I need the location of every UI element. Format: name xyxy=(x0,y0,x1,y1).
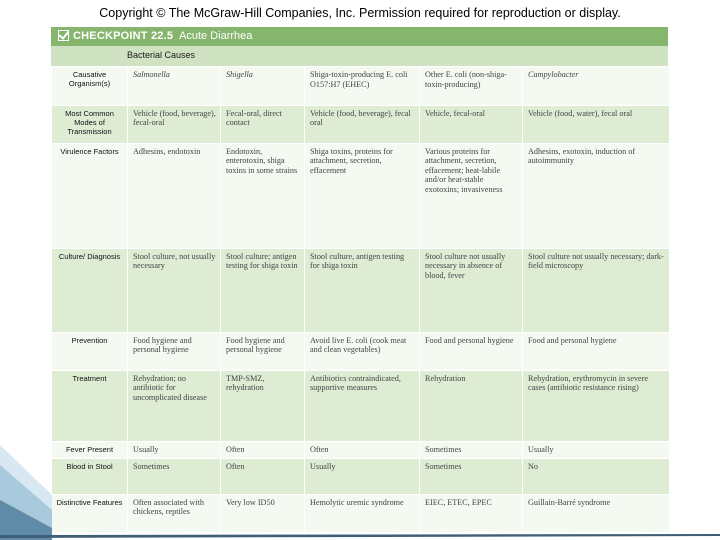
row-label: Most Common Modes of Transmission xyxy=(51,105,128,144)
table-row: Treatment Rehydration; no antibiotic for… xyxy=(51,370,669,442)
table-row: Blood in Stool Sometimes Often Usually S… xyxy=(51,458,669,495)
table-cell: Endotoxin, enterotoxin, shiga toxins in … xyxy=(220,143,305,249)
table-cell: TMP-SMZ, rehydration xyxy=(220,370,305,442)
table-cell: Antibiotics contraindicated, supportive … xyxy=(304,370,420,442)
table-cell: Vehicle (food, beverage), fecal-oral xyxy=(127,105,221,144)
table-row: Most Common Modes of Transmission Vehicl… xyxy=(51,105,669,144)
table-cell: Adhesins, endotoxin xyxy=(127,143,221,249)
table-cell: No xyxy=(522,458,669,495)
row-label: Distinctive Features xyxy=(51,494,128,533)
row-label: Blood in Stool xyxy=(51,458,128,495)
table-cell: Sometimes xyxy=(419,458,523,495)
table-cell: Hemolytic uremic syndrome xyxy=(304,494,420,533)
table-cell: Vehicle, fecal-oral xyxy=(419,105,523,144)
checkpoint-panel: CHECKPOINT 22.5 Acute Diarrhea Bacterial… xyxy=(51,27,669,535)
table-cell: Shiga toxins, proteins for attachment, s… xyxy=(304,143,420,249)
table-cell: Vehicle (food, beverage), fecal oral xyxy=(304,105,420,144)
table-cell: Food and personal hygiene xyxy=(419,332,523,371)
row-label: Treatment xyxy=(51,370,128,442)
table-cell: Food hygiene and personal hygiene xyxy=(127,332,221,371)
table-cell: Sometimes xyxy=(127,458,221,495)
table-cell: Stool culture; antigen testing for shiga… xyxy=(220,248,305,333)
table-cell: Stool culture not usually necessary in a… xyxy=(419,248,523,333)
table-cell: Adhesins, exotoxin, induction of autoimm… xyxy=(522,143,669,249)
row-label: Virulence Factors xyxy=(51,143,128,249)
diarrhea-table: Causative Organism(s) Salmonella Shigell… xyxy=(51,67,669,533)
table-cell: Rehydration; no antibiotic for uncomplic… xyxy=(127,370,221,442)
table-cell: Campylobacter xyxy=(522,67,669,106)
table-cell: Rehydration xyxy=(419,370,523,442)
table-cell: Often xyxy=(220,441,305,459)
row-label: Prevention xyxy=(51,332,128,371)
row-label: Culture/ Diagnosis xyxy=(51,248,128,333)
swoosh-dark xyxy=(0,500,52,540)
table-cell: Food and personal hygiene xyxy=(522,332,669,371)
table-row: Prevention Food hygiene and personal hyg… xyxy=(51,332,669,371)
table-cell: Usually xyxy=(522,441,669,459)
table-cell: Stool culture not usually necessary; dar… xyxy=(522,248,669,333)
swoosh-light xyxy=(0,445,52,540)
table-row: Distinctive Features Often associated wi… xyxy=(51,494,669,533)
table-cell: Very low ID50 xyxy=(220,494,305,533)
table-cell: Salmonella xyxy=(127,67,221,106)
table-row: Causative Organism(s) Salmonella Shigell… xyxy=(51,67,669,106)
table-row: Virulence Factors Adhesins, endotoxin En… xyxy=(51,143,669,249)
table-row: Culture/ Diagnosis Stool culture, not us… xyxy=(51,248,669,333)
table-cell: EIEC, ETEC, EPEC xyxy=(419,494,523,533)
table-cell: Usually xyxy=(127,441,221,459)
table-cell: Shigella xyxy=(220,67,305,106)
table-cell: Sometimes xyxy=(419,441,523,459)
copyright-notice: Copyright © The McGraw-Hill Companies, I… xyxy=(99,6,621,20)
table-cell: Fecal-oral, direct contact xyxy=(220,105,305,144)
swoosh-mid xyxy=(0,465,52,540)
bacterial-causes-label: Bacterial Causes xyxy=(127,50,196,60)
table-cell: Usually xyxy=(304,458,420,495)
column-group-header: Bacterial Causes xyxy=(51,46,668,66)
table-cell: Vehicle (food, water), fecal oral xyxy=(522,105,669,144)
table-cell: Rehydration, erythromycin in severe case… xyxy=(522,370,669,442)
row-label: Fever Present xyxy=(51,441,128,459)
table-cell: Various proteins for attachment, secreti… xyxy=(419,143,523,249)
table-cell: Stool culture, antigen testing for shiga… xyxy=(304,248,420,333)
table-row: Fever Present Usually Often Often Someti… xyxy=(51,441,669,459)
checkmark-icon xyxy=(58,30,69,41)
table-cell: Often xyxy=(220,458,305,495)
checkpoint-header: CHECKPOINT 22.5 Acute Diarrhea xyxy=(51,27,668,46)
row-label: Causative Organism(s) xyxy=(51,67,128,106)
checkpoint-label: CHECKPOINT 22.5 xyxy=(73,30,174,42)
table-cell: Avoid live E. coli (cook meat and clean … xyxy=(304,332,420,371)
table-cell: Food hygiene and personal hygiene xyxy=(220,332,305,371)
table-cell: Often associated with chickens, reptiles xyxy=(127,494,221,533)
table-cell: Stool culture, not usually necessary xyxy=(127,248,221,333)
table-cell: Shiga-toxin-producing E. coli O157:H7 (E… xyxy=(304,67,420,106)
table-cell: Other E. coli (non-shiga-toxin-producing… xyxy=(419,67,523,106)
table-cell: Guillain-Barré syndrome xyxy=(522,494,669,533)
table-cell: Often xyxy=(304,441,420,459)
checkpoint-title: Acute Diarrhea xyxy=(179,30,253,42)
